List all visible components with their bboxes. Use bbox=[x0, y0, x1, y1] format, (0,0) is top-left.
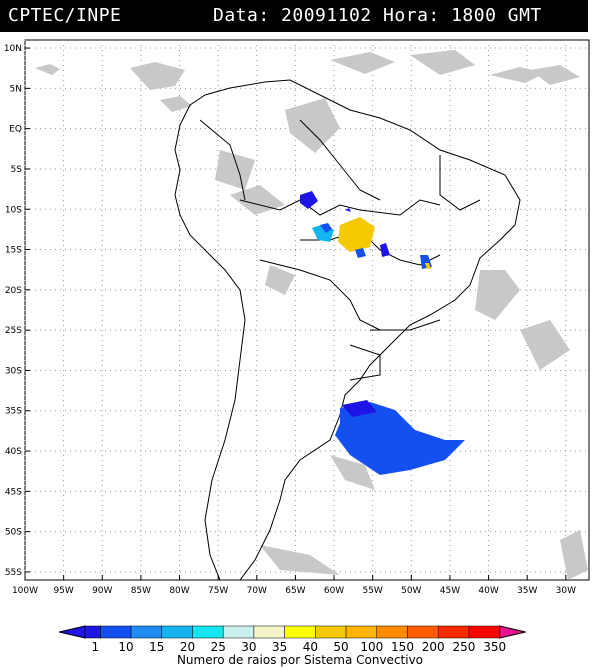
legend-title: Numero de raios por Sistema Convectivo bbox=[176, 653, 424, 667]
lon-label: 80W bbox=[169, 586, 189, 596]
lat-label: 25S bbox=[5, 326, 22, 336]
legend-tick-label: 25 bbox=[211, 640, 226, 652]
axis-ticks: 10N 5N EQ 5S 10S 15S 20S 25S 30S 35S 40S 45S 50S 55S 1… bbox=[4, 44, 576, 596]
lightning-map: 10N 5N EQ 5S 10S 15S 20S 25S 30S 35S 40S 45S 50S 55S 1… bbox=[4, 39, 590, 596]
legend-arrow-high bbox=[499, 625, 526, 639]
title-bar: CPTEC/INPE Data: 20091102 Hora: 1800 GMT bbox=[0, 0, 588, 32]
legend-swatch bbox=[253, 625, 285, 639]
lon-label: 45W bbox=[440, 586, 460, 596]
legend-tick-label: 1 bbox=[92, 640, 100, 652]
legend-tick-label: 250 bbox=[452, 640, 475, 652]
legend-tick-label: 30 bbox=[241, 640, 256, 652]
legend-arrow-low bbox=[58, 625, 86, 639]
lon-label: 70W bbox=[247, 586, 267, 596]
lon-label: 65W bbox=[285, 586, 305, 596]
lat-label: 40S bbox=[5, 447, 22, 457]
legend-tick-label: 50 bbox=[333, 640, 348, 652]
legend-swatch bbox=[468, 625, 500, 639]
lat-label: 30S bbox=[5, 366, 22, 376]
lat-label: 35S bbox=[5, 407, 22, 417]
lat-label: 55S bbox=[5, 568, 22, 578]
lat-label: 10S bbox=[5, 205, 22, 215]
legend-tick-label: 100 bbox=[360, 640, 383, 652]
lon-label: 30W bbox=[556, 586, 576, 596]
legend-swatch bbox=[192, 625, 224, 639]
legend-swatch bbox=[161, 625, 193, 639]
convective-systems bbox=[300, 191, 465, 475]
lon-label: 50W bbox=[401, 586, 421, 596]
legend-swatch bbox=[407, 625, 439, 639]
graticule bbox=[24, 40, 589, 580]
lon-label: 90W bbox=[92, 586, 112, 596]
lon-label: 95W bbox=[53, 586, 73, 596]
lon-label: 55W bbox=[362, 586, 382, 596]
lon-label: 75W bbox=[208, 586, 228, 596]
legend-swatch bbox=[345, 625, 378, 639]
lat-label: 5N bbox=[10, 84, 22, 94]
lon-label: 85W bbox=[131, 586, 151, 596]
lat-label: 20S bbox=[5, 286, 22, 296]
lat-label: 5S bbox=[11, 165, 23, 175]
legend-swatch bbox=[437, 625, 470, 639]
legend-tick-label: 20 bbox=[180, 640, 195, 652]
legend-tick-label: 10 bbox=[118, 640, 133, 652]
legend-swatch bbox=[376, 625, 408, 639]
lon-label: 40W bbox=[478, 586, 498, 596]
lat-label: 50S bbox=[5, 528, 22, 538]
lat-label: 45S bbox=[5, 487, 22, 497]
lat-label: 15S bbox=[5, 246, 22, 256]
legend-tick-label: 35 bbox=[272, 640, 287, 652]
legend-tick-label: 150 bbox=[391, 640, 414, 652]
legend-tick-label: 40 bbox=[303, 640, 318, 652]
datetime-label: Data: 20091102 Hora: 1800 GMT bbox=[213, 5, 542, 26]
legend-colorbar: 1 10 15 20 25 30 35 40 50 100 150 200 250 350 bbox=[58, 625, 526, 652]
legend-swatch bbox=[130, 625, 163, 639]
legend-tick-label: 200 bbox=[422, 640, 445, 652]
lat-label: EQ bbox=[9, 125, 22, 135]
legend-swatch bbox=[84, 625, 101, 639]
source-label: CPTEC/INPE bbox=[8, 5, 122, 26]
legend-swatch bbox=[284, 625, 316, 639]
south-america-outline bbox=[174, 79, 521, 581]
legend-tick-label: 15 bbox=[149, 640, 164, 652]
lat-label: 10N bbox=[4, 44, 22, 54]
legend-tick-label: 350 bbox=[483, 640, 506, 652]
legend-swatch bbox=[222, 625, 255, 639]
lon-label: 100W bbox=[12, 586, 38, 596]
lon-label: 60W bbox=[324, 586, 344, 596]
lon-label: 35W bbox=[517, 586, 537, 596]
legend-swatch bbox=[100, 625, 132, 639]
legend-swatch bbox=[315, 625, 347, 639]
